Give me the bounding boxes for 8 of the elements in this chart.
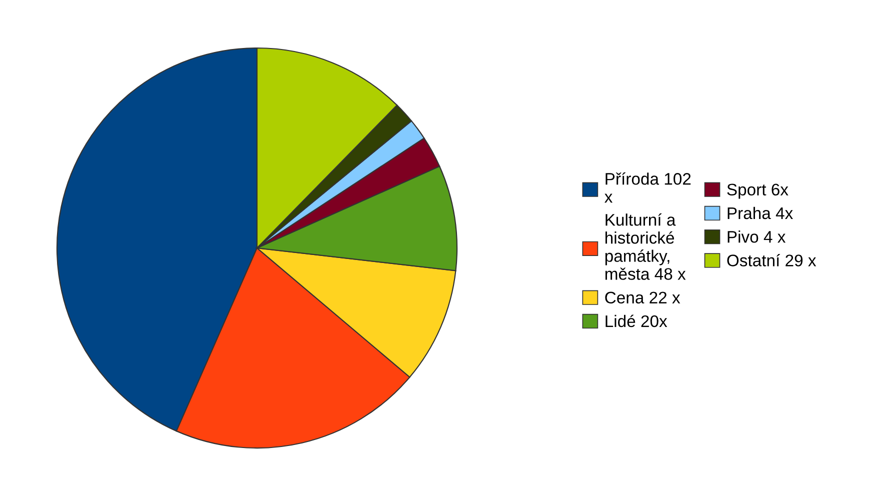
- legend-label: Sport 6x: [727, 184, 788, 199]
- legend-label: Praha 4x: [728, 206, 793, 220]
- legend-label: Ostatní 29 x: [727, 254, 816, 266]
- legend-label: Kulturní a historické památky, města 48 x: [605, 213, 686, 280]
- legend-label: Cena 22 x: [605, 292, 680, 304]
- legend-label: Lidé 20x: [606, 314, 668, 328]
- legend-label: Příroda 102 x: [604, 172, 691, 203]
- legend-label: Pivo 4 x: [728, 230, 786, 243]
